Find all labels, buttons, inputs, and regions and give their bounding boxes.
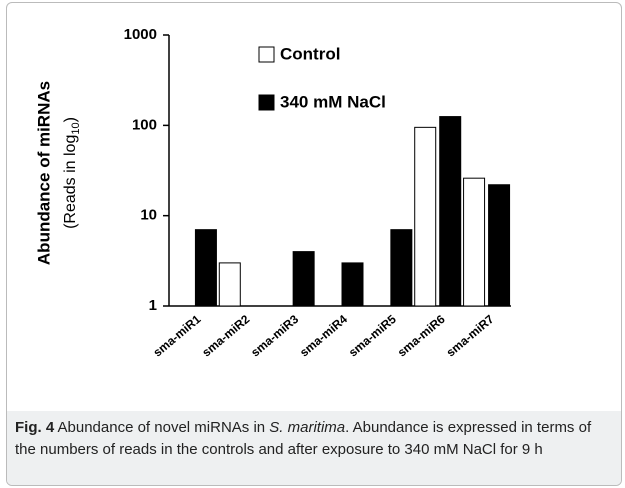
bar — [488, 184, 511, 307]
legend-swatch — [258, 94, 275, 111]
y-tick-label: 1 — [149, 297, 157, 314]
y-sublabel-sub: 10 — [70, 122, 82, 134]
figure: Abundance of miRNAs (Reads in log10) 1 10… — [6, 2, 622, 486]
y-tick-label: 1000 — [124, 26, 157, 43]
caption-species: S. maritima — [269, 419, 346, 436]
bar — [390, 229, 413, 307]
y-tick-label: 10 — [140, 207, 157, 224]
caption-text: Abundance of novel miRNAs in — [54, 419, 270, 436]
bar — [439, 116, 462, 307]
x-tick-label: sma-miR7 — [444, 312, 497, 360]
y-axis-sublabel: (Reads in log10) — [62, 117, 82, 229]
x-tick-label: sma-miR6 — [395, 312, 448, 360]
x-tick-label: sma-miR4 — [297, 312, 350, 360]
caption: Fig. 4 Abundance of novel miRNAs in S. m… — [7, 411, 621, 485]
x-tick-label: sma-miR3 — [248, 312, 301, 360]
bar — [194, 229, 217, 307]
chart: Abundance of miRNAs (Reads in log10) 110… — [34, 26, 511, 360]
bar — [218, 262, 241, 307]
legend-swatch — [258, 46, 275, 63]
y-tick-label: 100 — [132, 116, 157, 133]
x-tick-label: sma-miR2 — [199, 312, 252, 360]
caption-text: . Abundance is expressed in terms of the… — [15, 419, 592, 458]
legend-label: Control — [280, 44, 340, 63]
x-tick-label: sma-miR1 — [150, 312, 203, 360]
bar — [414, 126, 437, 307]
y-sublabel-text: (Reads in log — [62, 135, 79, 229]
caption-label: Fig. 4 — [15, 419, 55, 436]
y-sublabel-close: ) — [62, 117, 79, 122]
bar — [463, 177, 486, 307]
legend-label: 340 mM NaCl — [280, 92, 386, 111]
bar — [292, 251, 315, 307]
y-axis-label: Abundance of miRNAs — [34, 81, 53, 265]
x-tick-label: sma-miR5 — [346, 312, 399, 360]
bar — [341, 262, 364, 307]
